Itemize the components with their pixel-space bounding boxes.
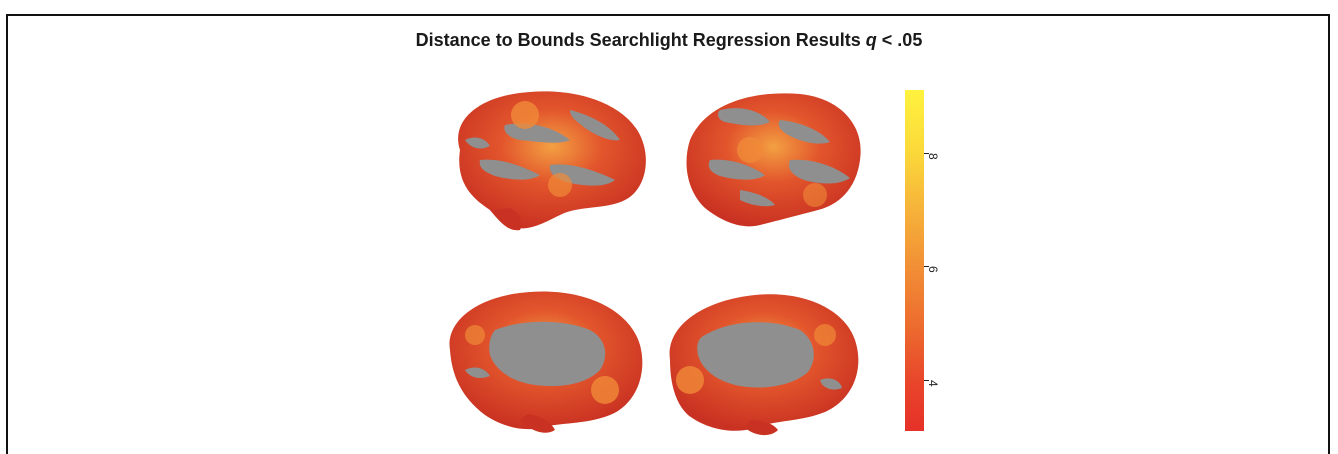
colorbar-tick	[924, 152, 929, 154]
brain-medial-left	[449, 291, 643, 433]
figure-frame	[6, 14, 1330, 454]
colorbar-tick	[924, 266, 929, 268]
brain-surfaces	[449, 91, 861, 436]
brain-medial-right	[669, 294, 859, 436]
colorbar	[905, 90, 924, 431]
title-threshold: < .05	[881, 30, 923, 50]
brain-lateral-left	[458, 91, 646, 231]
brain-lateral-right	[686, 93, 861, 227]
colorbar-tick-label: 8	[926, 152, 940, 160]
colorbar-ticks: 4 6 8	[924, 90, 964, 431]
colorbar-tick	[924, 379, 929, 381]
title-text: Distance to Bounds Searchlight Regressio…	[415, 30, 861, 50]
colorbar-tick-label: 4	[926, 379, 940, 387]
colorbar-tick-label: 6	[926, 266, 940, 273]
figure-title: Distance to Bounds Searchlight Regressio…	[0, 30, 1338, 51]
title-stat-symbol: q	[865, 30, 877, 50]
